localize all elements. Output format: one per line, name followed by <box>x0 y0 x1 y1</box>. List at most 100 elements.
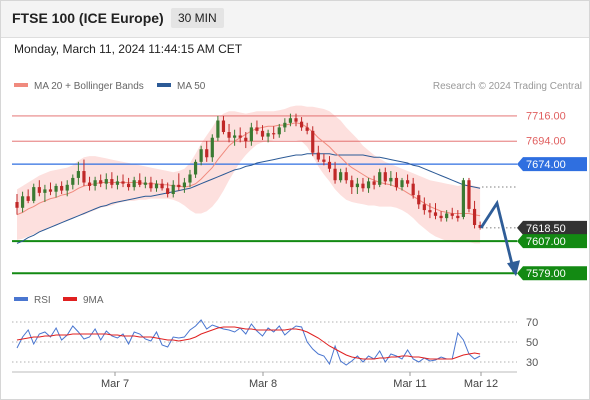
candle <box>406 174 410 188</box>
candle-body <box>450 213 454 216</box>
interval-button[interactable]: 30 MIN <box>171 8 224 28</box>
candle <box>93 176 97 191</box>
candle-body <box>32 187 36 201</box>
candle-body <box>350 180 354 188</box>
candle <box>355 177 359 194</box>
candle-body <box>216 120 220 138</box>
candle-body <box>249 127 253 142</box>
candle <box>37 180 41 197</box>
candle-body <box>406 180 410 184</box>
candle <box>389 171 393 186</box>
candle <box>299 117 304 131</box>
candle <box>166 182 170 198</box>
legend-ma20-label: MA 20 + Bollinger Bands <box>34 81 144 92</box>
x-tick-label: Mar 12 <box>464 378 498 390</box>
candle-body <box>255 127 259 131</box>
candle-body <box>26 196 30 201</box>
candle-body <box>37 187 41 193</box>
candle-body <box>93 180 97 186</box>
candle-body <box>344 172 348 181</box>
candle-body <box>445 213 449 219</box>
candle-body <box>372 181 376 185</box>
header-bar: FTSE 100 (ICE Europe) 30 MIN <box>1 1 589 38</box>
candle-body <box>199 149 203 162</box>
price-tag-box <box>517 220 587 235</box>
rsi-tick-label: 30 <box>526 357 538 369</box>
candle-body <box>361 183 365 189</box>
candle-body <box>104 179 108 184</box>
price-tag-7607.00: 7607.00 <box>517 234 587 249</box>
candle <box>238 127 242 143</box>
candle <box>383 167 387 185</box>
candle <box>121 174 125 188</box>
candle <box>216 115 220 142</box>
candle <box>422 197 426 215</box>
candle-body <box>417 195 421 205</box>
candle-body <box>294 118 298 122</box>
candle <box>311 126 315 157</box>
candle <box>110 172 114 189</box>
candle-body <box>260 130 265 137</box>
candle <box>433 203 438 220</box>
candle-body <box>272 133 276 135</box>
candle-body <box>422 204 426 211</box>
legend-ma50-label: MA 50 <box>177 81 206 92</box>
candle-body <box>149 182 153 189</box>
candle <box>255 120 259 135</box>
candle <box>188 169 192 188</box>
candle <box>366 177 371 193</box>
candle-body <box>277 127 281 135</box>
candle <box>15 194 19 215</box>
ma50-swatch <box>157 83 171 87</box>
candle-body <box>439 215 443 219</box>
legend-ma50: MA 50 <box>157 81 205 92</box>
ma20-swatch <box>14 83 28 87</box>
timestamp: Monday, March 11, 2024 11:44:15 AM CET <box>14 42 243 56</box>
candle <box>227 123 231 143</box>
candle-body <box>322 159 326 162</box>
candle <box>417 190 421 209</box>
candle-body <box>127 183 131 188</box>
candle <box>182 177 186 193</box>
instrument-title: FTSE 100 (ICE Europe) <box>12 10 164 26</box>
candle <box>32 183 36 204</box>
price-tag-7579.00: 7579.00 <box>517 266 587 281</box>
candle-body <box>210 137 214 158</box>
legend-rsi: RSI <box>14 295 51 306</box>
candle <box>104 173 108 190</box>
candle <box>65 180 69 197</box>
candle-body <box>71 177 75 185</box>
candle-body <box>389 177 393 182</box>
candle <box>177 173 181 191</box>
candle-body <box>238 135 242 138</box>
candle <box>127 177 131 191</box>
candle <box>260 125 265 141</box>
rsi-tick-label: 50 <box>526 337 538 349</box>
candle-body <box>20 196 25 208</box>
candle-body <box>456 215 460 219</box>
candle <box>132 176 136 191</box>
candle-body <box>383 172 387 182</box>
candle-body <box>188 174 192 183</box>
forecast-arrow <box>479 199 516 273</box>
candle <box>283 118 287 132</box>
candle <box>205 141 209 162</box>
candle <box>48 182 53 196</box>
candle <box>60 181 64 194</box>
forecast-arrowhead <box>507 260 520 277</box>
legend-ma20: MA 20 + Bollinger Bands <box>14 81 144 92</box>
rsi-swatch <box>14 297 28 301</box>
candle-body <box>154 183 159 189</box>
candle <box>400 177 404 191</box>
candle <box>450 207 454 220</box>
candle-body <box>283 122 287 128</box>
candle <box>138 173 142 188</box>
candle <box>154 180 159 192</box>
candle-body <box>54 185 58 192</box>
candle <box>316 145 320 162</box>
price-label-7674.00: 7674.00 <box>526 159 566 171</box>
candle <box>478 221 482 230</box>
candle <box>277 123 281 138</box>
candle-body <box>76 171 80 178</box>
